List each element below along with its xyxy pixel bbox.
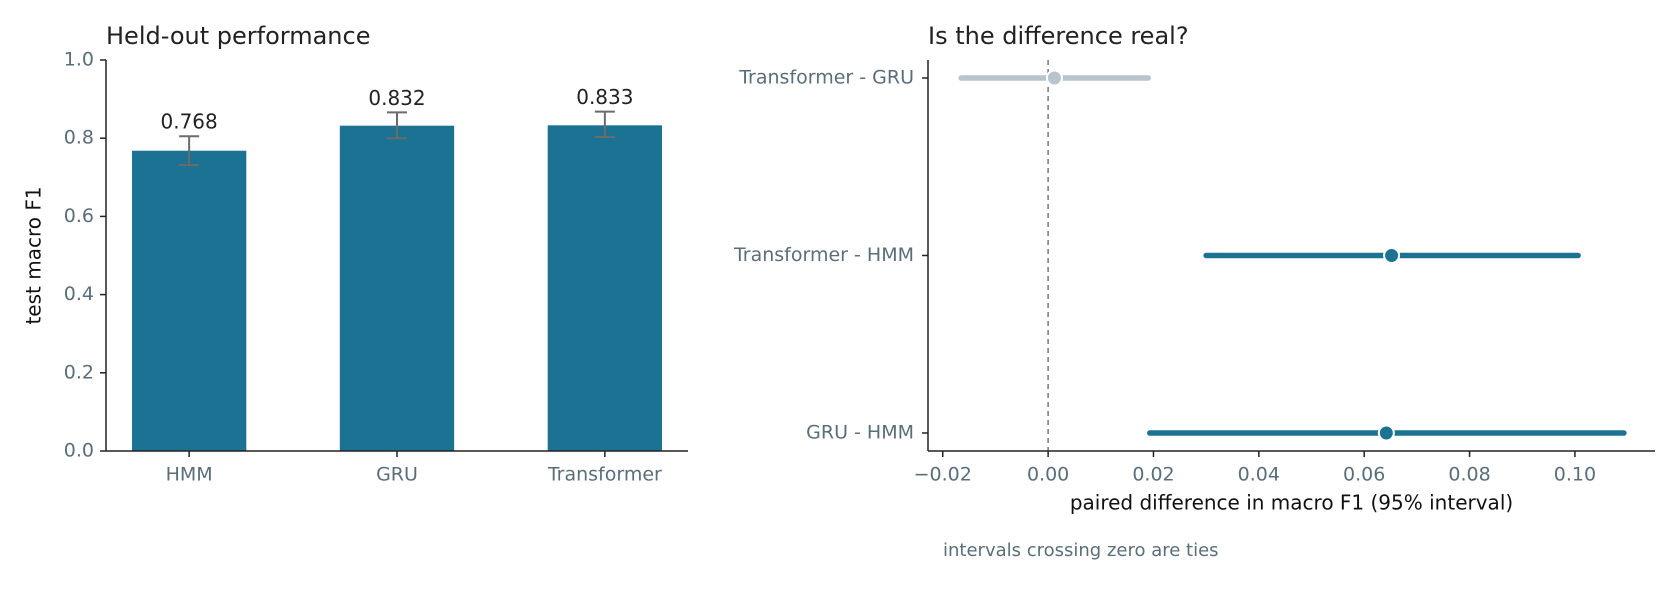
error-bar	[387, 111, 407, 140]
x-tick-label: 0.08	[1448, 464, 1490, 486]
y-tick-label: 0.6	[64, 205, 94, 227]
x-tick-label: 0.02	[1132, 464, 1174, 486]
chart-title: Held-out performance	[106, 22, 370, 50]
y-tick-label: 0.0	[64, 440, 94, 462]
value-label: 0.768	[161, 110, 218, 134]
point	[1045, 69, 1063, 87]
point	[1377, 424, 1395, 442]
x-tick-label: 0.06	[1343, 464, 1385, 486]
bar	[131, 150, 247, 451]
y-axis-label: test macro F1	[22, 186, 46, 324]
y-tick-label: 0.2	[64, 361, 94, 383]
x-axis-label: paired difference in macro F1 (95% inter…	[1070, 491, 1513, 515]
bar	[547, 125, 663, 451]
y-tick-label: 0.8	[64, 127, 94, 149]
value-label: 0.833	[576, 85, 633, 109]
x-tick-label: 0.00	[1027, 464, 1069, 486]
y-tick-label: Transformer - HMM	[733, 244, 914, 266]
x-tick-label: Transformer	[547, 464, 662, 486]
error-bar	[594, 110, 615, 139]
error-bar	[179, 135, 200, 167]
y-tick-label: GRU - HMM	[806, 422, 914, 444]
bar	[339, 125, 455, 452]
x-tick-label: HMM	[166, 464, 213, 486]
x-tick-label: −0.02	[914, 464, 972, 486]
x-tick-label: 0.10	[1554, 464, 1596, 486]
x-tick-label: 0.04	[1238, 464, 1280, 486]
y-tick-label: Transformer - GRU	[738, 67, 914, 89]
note: intervals crossing zero are ties	[943, 540, 1219, 561]
value-label: 0.832	[368, 86, 425, 110]
x-tick-label: GRU	[376, 464, 418, 486]
point	[1383, 247, 1401, 264]
y-tick-label: 0.4	[64, 283, 94, 305]
chart-title: Is the difference real?	[928, 22, 1189, 50]
y-tick-label: 1.0	[64, 49, 94, 71]
